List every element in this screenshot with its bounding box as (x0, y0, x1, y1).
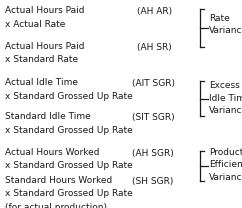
Text: Actual Hours Paid: Actual Hours Paid (5, 6, 84, 15)
Text: Rate: Rate (209, 14, 230, 22)
Text: Productive: Productive (209, 148, 242, 157)
Text: x Actual Rate: x Actual Rate (5, 20, 65, 29)
Text: x Standard Grossed Up Rate: x Standard Grossed Up Rate (5, 161, 133, 170)
Text: Efficiency: Efficiency (209, 160, 242, 169)
Text: Variance: Variance (209, 26, 242, 35)
Text: Standard Hours Worked: Standard Hours Worked (5, 176, 112, 185)
Text: Idle Time: Idle Time (209, 94, 242, 103)
Text: (AIT SGR): (AIT SGR) (132, 79, 175, 88)
Text: Variance: Variance (209, 106, 242, 115)
Text: Standard Idle Time: Standard Idle Time (5, 112, 91, 121)
Text: Variance: Variance (209, 173, 242, 182)
Text: x Standard Grossed Up Rate: x Standard Grossed Up Rate (5, 92, 133, 100)
Text: (SH SGR): (SH SGR) (132, 177, 173, 186)
Text: (AH SGR): (AH SGR) (132, 149, 174, 158)
Text: (AH AR): (AH AR) (137, 7, 172, 16)
Text: Actual Hours Worked: Actual Hours Worked (5, 148, 99, 157)
Text: x Standard Grossed Up Rate: x Standard Grossed Up Rate (5, 189, 133, 198)
Text: Excess: Excess (209, 81, 240, 90)
Text: x Standard Rate: x Standard Rate (5, 55, 78, 64)
Text: (AH SR): (AH SR) (137, 43, 172, 52)
Text: x Standard Grossed Up Rate: x Standard Grossed Up Rate (5, 126, 133, 135)
Text: (SIT SGR): (SIT SGR) (132, 113, 174, 122)
Text: Actual Idle Time: Actual Idle Time (5, 78, 78, 87)
Text: (for actual production): (for actual production) (5, 203, 107, 208)
Text: Actual Hours Paid: Actual Hours Paid (5, 42, 84, 51)
